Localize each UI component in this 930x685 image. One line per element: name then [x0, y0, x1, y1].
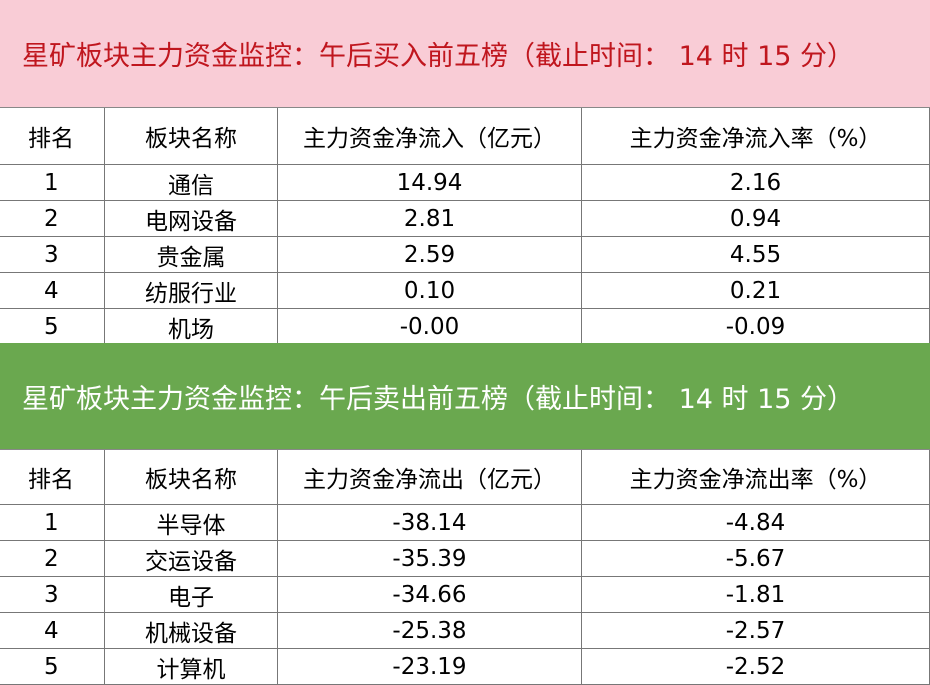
table-cell: 交运设备	[105, 541, 278, 577]
table-cell: 计算机	[105, 649, 278, 685]
table-cell: -2.57	[582, 613, 930, 649]
table-cell: 5	[0, 649, 105, 685]
table-cell: -34.66	[278, 577, 582, 613]
table-cell: -0.09	[582, 309, 930, 345]
table-cell: -25.38	[278, 613, 582, 649]
table-cell: 电子	[105, 577, 278, 613]
table-cell: 2	[0, 201, 105, 237]
table-cell: -5.67	[582, 541, 930, 577]
table-cell: 电网设备	[105, 201, 278, 237]
table-cell: 2.59	[278, 237, 582, 273]
table-cell: 14.94	[278, 165, 582, 201]
table-cell: 0.94	[582, 201, 930, 237]
table-cell: -2.52	[582, 649, 930, 685]
table-cell: 4.55	[582, 237, 930, 273]
table-cell: -23.19	[278, 649, 582, 685]
table-cell: 2.16	[582, 165, 930, 201]
header-cell: 主力资金净流入（亿元）	[278, 108, 582, 165]
table-cell: -1.81	[582, 577, 930, 613]
table-cell: 3	[0, 237, 105, 273]
table-cell: -38.14	[278, 505, 582, 541]
table-cell: 1	[0, 505, 105, 541]
table-cell: 机场	[105, 309, 278, 345]
table-cell: 半导体	[105, 505, 278, 541]
table-cell: -0.00	[278, 309, 582, 345]
table-cell: 2	[0, 541, 105, 577]
header-cell: 主力资金净流入率（%）	[582, 108, 930, 165]
table-cell: 贵金属	[105, 237, 278, 273]
table-cell: 4	[0, 613, 105, 649]
header-cell: 主力资金净流出率（%）	[582, 450, 930, 505]
section-title: 星矿板块主力资金监控：午后买入前五榜（截止时间： 14 时 15 分）	[0, 0, 930, 108]
section-title: 星矿板块主力资金监控：午后卖出前五榜（截止时间： 14 时 15 分）	[0, 343, 930, 450]
header-cell: 主力资金净流出（亿元）	[278, 450, 582, 505]
table-cell: 0.10	[278, 273, 582, 309]
table-cell: 1	[0, 165, 105, 201]
header-cell: 板块名称	[105, 108, 278, 165]
table-cell: -35.39	[278, 541, 582, 577]
table-cell: 2.81	[278, 201, 582, 237]
table-cell: 4	[0, 273, 105, 309]
table-cell: 0.21	[582, 273, 930, 309]
header-cell: 排名	[0, 108, 105, 165]
table-cell: 纺服行业	[105, 273, 278, 309]
header-cell: 板块名称	[105, 450, 278, 505]
table-cell: 机械设备	[105, 613, 278, 649]
table-cell: 通信	[105, 165, 278, 201]
table-cell: 3	[0, 577, 105, 613]
table-cell: 5	[0, 309, 105, 345]
header-cell: 排名	[0, 450, 105, 505]
table-cell: -4.84	[582, 505, 930, 541]
